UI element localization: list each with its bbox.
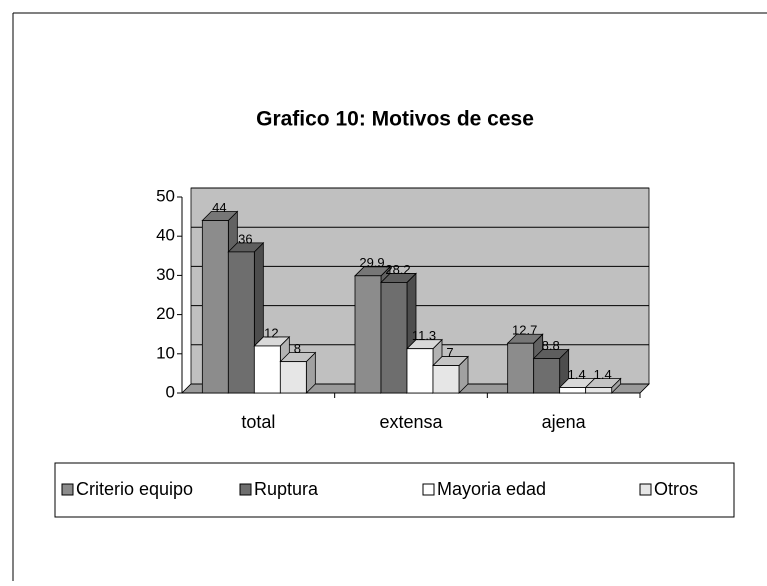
legend-swatch [422,483,435,496]
y-tick-label: 50 [156,186,175,205]
bar [227,251,255,394]
legend-label: Ruptura [254,479,319,499]
data-label: 11.3 [412,328,436,343]
data-label: 44 [212,200,226,215]
data-label: 1.4 [594,367,612,382]
legend-box [54,462,735,518]
data-label: 29.9 [359,255,384,270]
data-label: 7 [446,345,453,360]
data-label: 12 [264,325,278,340]
bar [380,282,408,394]
y-tick-label: 10 [156,343,175,362]
bar [406,348,434,394]
bar [559,387,587,394]
x-tick-label: extensa [379,412,443,432]
y-tick-label: 0 [166,382,175,401]
data-label: 12.7 [512,323,537,338]
bar [354,275,382,394]
bar [507,342,535,394]
x-tick-label: ajena [542,412,587,432]
legend-label: Mayoria edad [437,479,546,499]
data-label: 28.2 [385,262,410,277]
bar [201,220,229,394]
bar [432,365,460,394]
legend-swatch [61,483,74,496]
data-label: 8 [294,341,301,356]
chart-title: Grafico 10: Motivos de cese [256,108,534,131]
legend-swatch [239,483,252,496]
legend-swatch [639,483,652,496]
x-tick-label: total [241,412,275,432]
bar [533,358,561,394]
data-label: 1.4 [568,367,586,382]
y-tick-label: 30 [156,265,175,284]
bar [279,361,307,394]
data-label: 8.8 [542,338,560,353]
y-tick-label: 20 [156,304,175,323]
legend-label: Otros [654,479,698,499]
data-label: 36 [238,231,252,246]
legend-label: Criterio equipo [76,479,193,499]
bar [253,345,281,394]
y-tick-label: 40 [156,226,175,245]
bar [585,387,613,394]
